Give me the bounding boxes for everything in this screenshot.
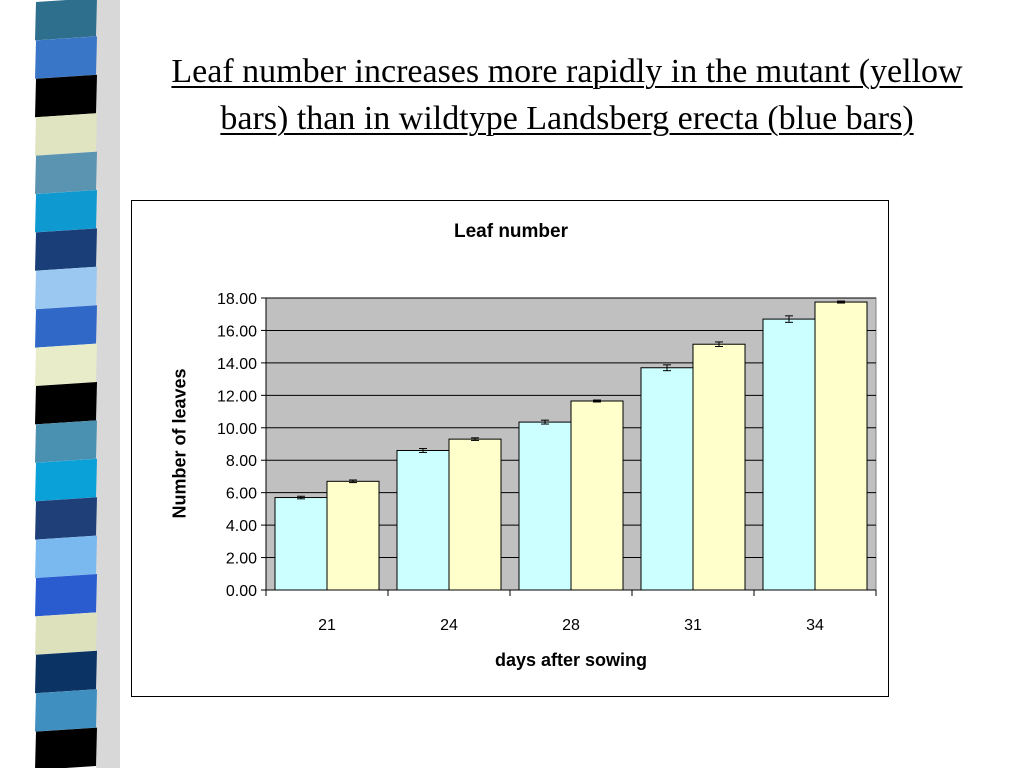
- strip-segment: [35, 305, 97, 348]
- strip-segment: [35, 727, 97, 768]
- slide-title: Leaf number increases more rapidly in th…: [171, 53, 963, 137]
- strip-segment: [35, 650, 97, 694]
- strip-segment: [35, 190, 97, 233]
- strip-segment: [35, 36, 97, 79]
- strip-segment: [35, 574, 97, 617]
- strip-segment: [35, 535, 97, 578]
- bar: [570, 400, 624, 591]
- bar: [274, 497, 328, 591]
- decorative-side-strip: [0, 0, 120, 768]
- strip-segment: [35, 113, 97, 156]
- strip-segment: [35, 458, 97, 502]
- bar: [640, 367, 694, 591]
- chart-title: Leaf number: [453, 221, 569, 242]
- y-tick-label: 10.00: [217, 421, 257, 438]
- strip-segment: [35, 497, 97, 540]
- strip-segment: [35, 343, 97, 386]
- x-tick-label: 24: [440, 617, 458, 634]
- x-tick-label: 34: [806, 617, 824, 634]
- strip-segment: [35, 151, 97, 194]
- y-tick-label: 8.00: [226, 453, 257, 470]
- strip-segment: [35, 266, 97, 310]
- bar-chart: 0.00 2.00 4.00 6.00 8.00 10.00 12.00 14.00 16.00…: [217, 291, 877, 634]
- x-tick-label: 28: [562, 617, 580, 634]
- strip-segment: [35, 689, 97, 732]
- y-tick-label: 14.00: [217, 356, 257, 373]
- bar: [814, 301, 868, 591]
- strip-segment: [35, 74, 97, 118]
- y-tick-label: 4.00: [226, 518, 257, 535]
- strip-segment: [35, 420, 97, 463]
- strip-segment: [35, 228, 97, 271]
- bar: [448, 438, 502, 591]
- y-tick-label: 2.00: [226, 551, 257, 568]
- bar: [518, 421, 572, 591]
- bar: [326, 480, 380, 591]
- x-tick-label: 31: [684, 617, 702, 634]
- y-axis-label: Number of leaves: [169, 368, 190, 519]
- strip-shadow: [96, 0, 120, 768]
- strip-segment: [35, 0, 97, 41]
- x-axis-label: days after sowing: [494, 650, 648, 670]
- y-tick-label: 6.00: [226, 486, 257, 503]
- bar: [762, 318, 816, 591]
- bar: [396, 449, 450, 591]
- bar: [692, 343, 746, 591]
- strip-segment: [35, 612, 97, 655]
- y-tick-label: 0.00: [226, 583, 257, 600]
- chart-frame: 0.00 2.00 4.00 6.00 8.00 10.00 12.00 14.00 16.00…: [131, 200, 889, 697]
- y-tick-label: 12.00: [217, 388, 257, 405]
- x-tick-label: 21: [318, 617, 336, 634]
- y-tick-label: 16.00: [217, 323, 257, 340]
- strip-segment: [35, 382, 97, 425]
- y-tick-label: 18.00: [217, 291, 257, 308]
